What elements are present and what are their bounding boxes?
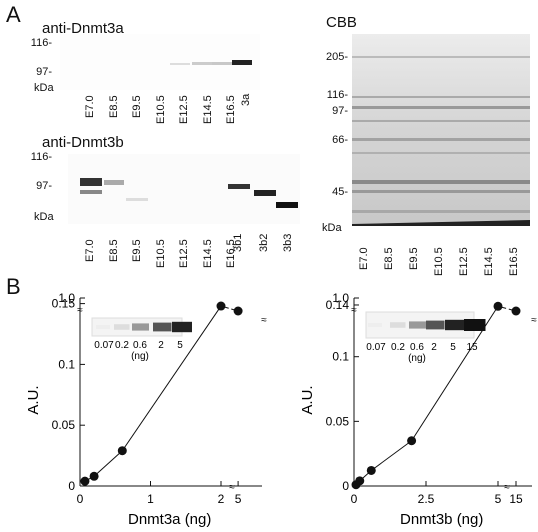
x-tick-label: 2.5 xyxy=(418,492,435,506)
y-axis-break-mark: ≈ xyxy=(531,315,537,326)
x-tick-label: 5 xyxy=(235,492,242,506)
x-tick-label: 0 xyxy=(351,492,358,506)
y-tick-label: 1.0 xyxy=(58,291,75,305)
dnmt3a-blot-title: anti-Dnmt3a xyxy=(42,20,124,37)
inset-lane-label: 0.07 xyxy=(366,342,386,353)
x-axis-break-mark: ≈ xyxy=(229,482,235,493)
inset-lane-label: 15 xyxy=(466,342,478,353)
data-point xyxy=(233,306,243,316)
inset-lane-label: 5 xyxy=(177,340,183,351)
inset-blot-band xyxy=(96,325,110,329)
x-axis-break-mark: ≈ xyxy=(504,482,510,493)
inset-blot-band xyxy=(114,324,130,330)
x-tick-label: 5 xyxy=(495,492,502,506)
panel-a-letter: A xyxy=(6,2,21,27)
inset-unit-label: (ng) xyxy=(131,351,149,362)
mw-marker-116: 116- xyxy=(30,151,52,163)
cbb-gel-image xyxy=(352,34,530,226)
y-tick-label: 0.1 xyxy=(58,357,75,371)
y-axis-break-mark: ≈ xyxy=(261,315,267,326)
y-tick-label: 0 xyxy=(68,479,75,493)
kda-label: kDa xyxy=(322,222,342,234)
inset-blot-band xyxy=(153,322,172,332)
data-point xyxy=(366,465,376,475)
dnmt3a-blot-image xyxy=(60,34,260,90)
y-tick-label: 0.05 xyxy=(52,418,76,432)
y-axis-break-mark: ≈ xyxy=(351,305,357,316)
cbb-gel-title: CBB xyxy=(326,14,357,31)
mw-marker-97: 97- xyxy=(332,105,348,117)
inset-blot-band xyxy=(132,323,149,331)
data-point xyxy=(117,446,127,456)
inset-blot-band xyxy=(390,322,406,328)
dnmt3b-blot-image xyxy=(68,154,300,224)
series-line-segment xyxy=(121,305,222,452)
inset-lane-label: 2 xyxy=(158,340,164,351)
mw-marker-97: 97- xyxy=(36,180,52,192)
mw-marker-45: 45- xyxy=(332,186,348,198)
dnmt3b-blot-title: anti-Dnmt3b xyxy=(42,134,124,151)
y-tick-label: 0.14 xyxy=(326,298,350,312)
data-point xyxy=(216,301,226,311)
data-point xyxy=(511,306,521,316)
x-axis-label: Dnmt3a (ng) xyxy=(128,511,211,528)
mw-marker-97: 97- xyxy=(36,66,52,78)
mw-marker-66: 66- xyxy=(332,134,348,146)
inset-lane-label: 0.2 xyxy=(391,342,405,353)
inset-lane-label: 0.2 xyxy=(115,340,129,351)
inset-blot-band xyxy=(426,320,445,330)
y-tick-label: 0.15 xyxy=(52,297,76,311)
kda-label: kDa xyxy=(34,211,54,223)
mw-marker-205: 205- xyxy=(325,51,348,63)
kda-label: kDa xyxy=(34,82,54,94)
data-point xyxy=(493,301,503,311)
inset-lane-label: 0.6 xyxy=(410,342,424,353)
x-tick-label: 2 xyxy=(218,492,225,506)
data-point xyxy=(80,476,90,486)
inset-blot-band xyxy=(464,319,486,331)
y-axis-label: A.U. xyxy=(25,385,42,414)
inset-blot-band xyxy=(445,319,465,331)
y-tick-label: 0.1 xyxy=(332,350,349,364)
data-point xyxy=(89,471,99,481)
inset-unit-label: (ng) xyxy=(408,353,426,364)
x-axis-label: Dnmt3b (ng) xyxy=(400,511,483,528)
x-tick-label: 1 xyxy=(147,492,154,506)
mw-marker-116: 116- xyxy=(326,89,348,101)
x-tick-label: 15 xyxy=(509,492,523,506)
series-line-segment xyxy=(93,450,123,477)
x-tick-label: 0 xyxy=(77,492,84,506)
inset-lane-label: 0.6 xyxy=(133,340,147,351)
inset-blot-band xyxy=(409,321,426,329)
inset-lane-label: 2 xyxy=(431,342,437,353)
inset-lane-label: 5 xyxy=(450,342,456,353)
y-tick-label: 0 xyxy=(342,479,349,493)
inset-blot-band xyxy=(172,321,192,333)
inset-blot-band xyxy=(368,323,382,327)
panel-b-letter: B xyxy=(6,274,21,299)
inset-lane-label: 0.07 xyxy=(94,340,114,351)
y-tick-label: 0.05 xyxy=(326,414,350,428)
y-tick-label: 1.0 xyxy=(332,291,349,305)
series-line-segment xyxy=(370,440,412,471)
data-point xyxy=(407,436,417,446)
y-axis-break-mark: ≈ xyxy=(77,305,83,316)
y-axis-label: A.U. xyxy=(299,385,316,414)
data-point xyxy=(355,476,365,486)
mw-marker-116: 116- xyxy=(30,37,52,49)
